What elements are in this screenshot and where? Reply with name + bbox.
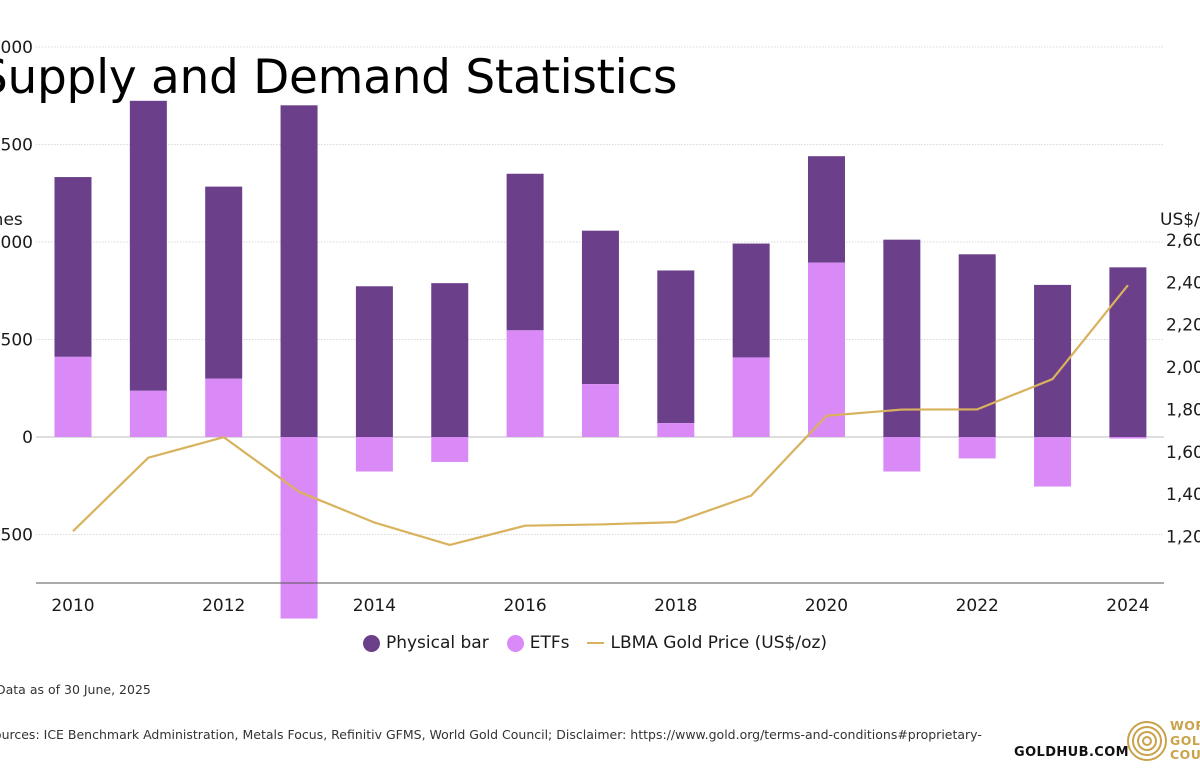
- right-axis-unit: US$/oz: [1160, 210, 1200, 230]
- bar-physical-2015: [431, 283, 469, 437]
- x-tick-label: 2020: [805, 596, 848, 616]
- legend-swatch-etfs: [506, 634, 524, 652]
- chart-area: -1,000-50005001,0001,5002,0001,2001,4001…: [0, 38, 1200, 619]
- legend-label-etfs: ETFs: [529, 633, 570, 653]
- right-tick-label: 1,400: [1166, 485, 1200, 505]
- bar-etf-2022: [958, 437, 996, 459]
- logo-line-1: WORLD: [1170, 718, 1200, 733]
- left-tick-label: -500: [0, 526, 33, 546]
- bar-etf-2015: [431, 437, 469, 462]
- bar-physical-2010: [54, 177, 92, 357]
- bar-physical-2024: [1109, 267, 1147, 437]
- x-tick-label: 2012: [202, 596, 245, 616]
- legend-item-etfs[interactable]: ETFs: [506, 633, 570, 653]
- left-tick-label: 1,500: [0, 136, 33, 156]
- left-axis-unit: Tonnes: [0, 210, 23, 230]
- right-tick-label: 1,600: [1166, 443, 1200, 463]
- logo-wordmark: WORLD GOLD COUNCIL: [1170, 718, 1200, 763]
- sources-disclaimer: Sources: ICE Benchmark Administration, M…: [0, 727, 982, 742]
- bar-etf-2012: [205, 378, 243, 437]
- legend: Physical bar ETFs LBMA Gold Price (US$/o…: [0, 633, 1190, 653]
- bar-physical-2014: [355, 286, 393, 437]
- bar-etf-2014: [355, 437, 393, 472]
- bar-etf-2019: [732, 357, 770, 437]
- bar-physical-2016: [506, 173, 544, 331]
- right-tick-label: 1,200: [1166, 528, 1200, 548]
- bar-physical-2018: [657, 270, 695, 424]
- right-tick-label: 2,600: [1166, 231, 1200, 251]
- right-tick-label: 1,800: [1166, 400, 1200, 420]
- bar-etf-2016: [506, 330, 544, 437]
- bar-physical-2012: [205, 186, 243, 379]
- right-tick-label: 2,000: [1166, 358, 1200, 378]
- right-tick-label: 2,200: [1166, 316, 1200, 336]
- left-tick-label: 2,000: [0, 38, 33, 58]
- price-line-layer: [72, 284, 1129, 547]
- data-note: Data as of 30 June, 2025: [0, 682, 151, 697]
- axes: -1,000-50005001,0001,5002,0001,2001,4001…: [0, 38, 1200, 616]
- x-tick-label: 2024: [1106, 596, 1149, 616]
- legend-item-physical-bar[interactable]: Physical bar: [362, 633, 489, 653]
- bar-physical-2020: [808, 156, 845, 263]
- x-tick-label: 2010: [51, 596, 94, 616]
- bar-etf-2010: [54, 356, 92, 437]
- logo-line-3: COUNCIL: [1170, 747, 1200, 762]
- chart-title: Supply and Demand Statistics: [0, 50, 678, 105]
- legend-label-gold-price: LBMA Gold Price (US$/oz): [610, 633, 828, 653]
- bar-etf-2013: [280, 437, 318, 619]
- left-tick-label: 1,000: [0, 233, 33, 253]
- bar-etf-2017: [581, 384, 619, 437]
- logo-line-2: GOLD: [1170, 732, 1200, 748]
- bar-etf-2020: [808, 262, 845, 437]
- left-tick-label: 500: [1, 331, 33, 351]
- legend-swatch-physical-bar: [362, 634, 380, 652]
- x-tick-label: 2022: [956, 596, 999, 616]
- legend-swatch-gold-price: [587, 642, 605, 644]
- x-tick-label: 2014: [353, 596, 396, 616]
- bar-physical-2022: [958, 254, 996, 437]
- bars: [54, 100, 1147, 619]
- world-gold-council-logo-icon: [1127, 721, 1167, 761]
- x-tick-label: 2016: [503, 596, 546, 616]
- bar-etf-2018: [657, 423, 695, 437]
- legend-label-physical-bar: Physical bar: [385, 633, 489, 653]
- bar-physical-2017: [581, 230, 619, 385]
- bar-physical-2021: [883, 239, 921, 437]
- bar-etf-2011: [129, 390, 167, 437]
- legend-item-gold-price[interactable]: LBMA Gold Price (US$/oz): [587, 633, 827, 653]
- right-tick-label: 2,400: [1166, 273, 1200, 293]
- bar-physical-2011: [129, 100, 167, 391]
- brand-site-link[interactable]: GOLDHUB.COM: [1014, 745, 1130, 760]
- bar-etf-2021: [883, 437, 921, 472]
- left-tick-label: 0: [22, 428, 33, 448]
- bar-etf-2024: [1109, 437, 1147, 439]
- bar-etf-2023: [1034, 437, 1072, 487]
- bar-physical-2019: [732, 243, 770, 358]
- x-tick-label: 2018: [654, 596, 697, 616]
- bar-physical-2013: [280, 105, 318, 438]
- bar-physical-2023: [1034, 284, 1072, 437]
